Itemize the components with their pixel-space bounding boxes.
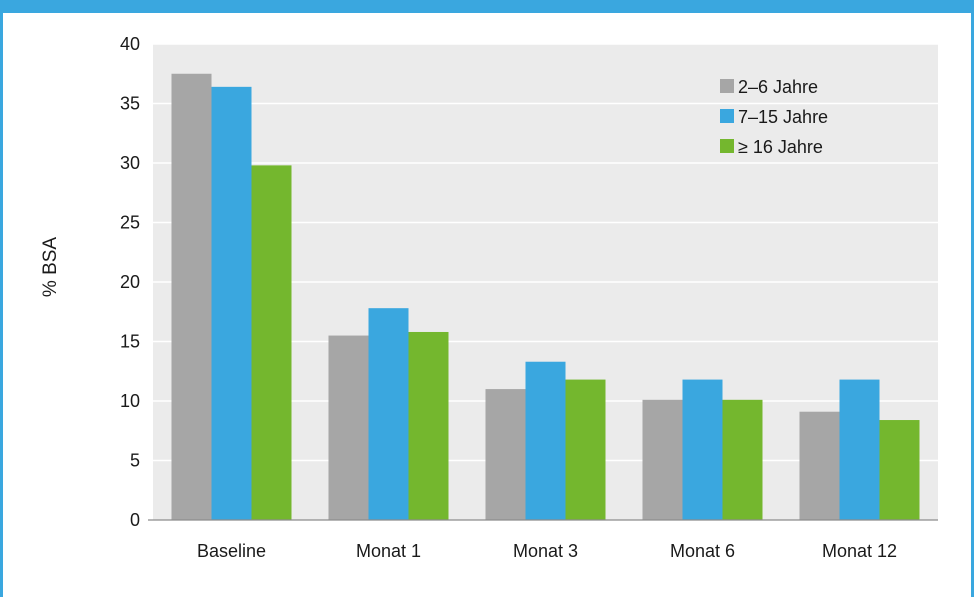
bar-monat-6-series-1 xyxy=(642,399,683,520)
right-border xyxy=(971,0,974,597)
bar-baseline-series-2 xyxy=(211,86,252,520)
top-accent-bar xyxy=(0,0,974,13)
x-tick-label: Monat 12 xyxy=(822,541,897,561)
bar-monat-12-series-2 xyxy=(839,379,880,520)
y-tick-label: 30 xyxy=(120,153,140,173)
y-tick-label: 25 xyxy=(120,213,140,233)
bar-monat-6-series-3 xyxy=(722,399,763,520)
bar-monat-1-series-2 xyxy=(368,308,409,520)
bar-monat-6-series-2 xyxy=(682,379,723,520)
bar-monat-1-series-1 xyxy=(328,335,369,520)
bar-monat-3-series-2 xyxy=(525,361,566,520)
bars xyxy=(171,73,920,520)
y-tick-label: 40 xyxy=(120,34,140,54)
legend-label: 7–15 Jahre xyxy=(738,107,828,127)
bar-baseline-series-3 xyxy=(251,165,292,520)
x-tick-label: Monat 3 xyxy=(513,541,578,561)
legend-swatch xyxy=(720,109,734,123)
y-tick-label: 35 xyxy=(120,94,140,114)
x-tick-label: Monat 1 xyxy=(356,541,421,561)
bar-monat-3-series-3 xyxy=(565,379,606,520)
legend-swatch xyxy=(720,139,734,153)
legend: 2–6 Jahre 7–15 Jahre ≥ 16 Jahre xyxy=(720,77,828,157)
y-tick-label: 5 xyxy=(130,451,140,471)
x-tick-label: Baseline xyxy=(197,541,266,561)
y-tick-label: 0 xyxy=(130,510,140,530)
x-tick-labels: Baseline Monat 1 Monat 3 Monat 6 Monat 12 xyxy=(197,541,897,561)
legend-swatch xyxy=(720,79,734,93)
bar-monat-12-series-1 xyxy=(799,411,840,520)
bar-monat-12-series-3 xyxy=(879,420,920,520)
x-tick-label: Monat 6 xyxy=(670,541,735,561)
y-tick-label: 20 xyxy=(120,272,140,292)
y-tick-labels: 0 5 10 15 20 25 30 35 40 xyxy=(120,34,140,530)
y-axis-title: % BSA xyxy=(40,237,61,298)
bar-monat-3-series-1 xyxy=(485,389,526,520)
bar-baseline-series-1 xyxy=(171,73,212,520)
y-tick-label: 10 xyxy=(120,391,140,411)
bar-monat-1-series-3 xyxy=(408,331,449,520)
legend-label: ≥ 16 Jahre xyxy=(738,137,823,157)
y-tick-label: 15 xyxy=(120,332,140,352)
legend-label: 2–6 Jahre xyxy=(738,77,818,97)
left-border xyxy=(0,0,3,597)
